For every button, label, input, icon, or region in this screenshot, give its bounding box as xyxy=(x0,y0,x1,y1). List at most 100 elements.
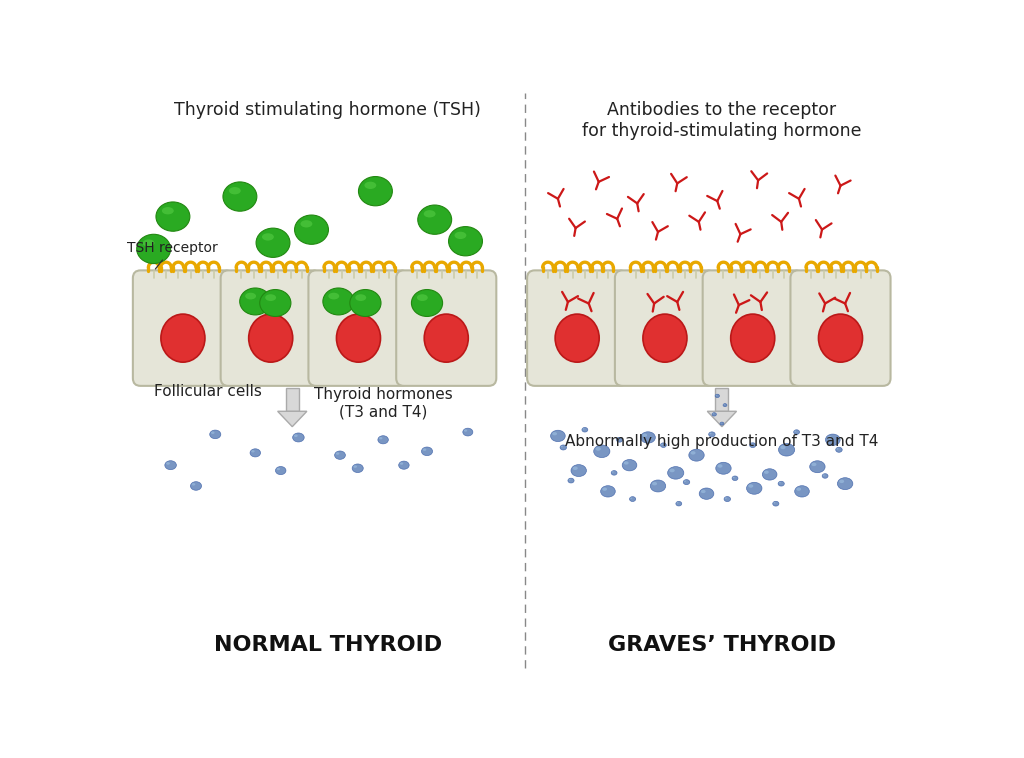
Ellipse shape xyxy=(156,202,189,231)
Ellipse shape xyxy=(623,459,637,471)
Ellipse shape xyxy=(641,432,655,443)
Ellipse shape xyxy=(715,394,720,397)
Ellipse shape xyxy=(463,428,473,436)
Ellipse shape xyxy=(779,482,781,484)
Ellipse shape xyxy=(718,464,723,468)
FancyBboxPatch shape xyxy=(527,271,628,386)
Ellipse shape xyxy=(350,290,381,316)
Ellipse shape xyxy=(352,464,364,472)
Ellipse shape xyxy=(624,462,629,465)
Ellipse shape xyxy=(161,314,205,362)
Ellipse shape xyxy=(716,462,731,475)
Ellipse shape xyxy=(142,240,155,247)
Ellipse shape xyxy=(418,205,452,234)
Ellipse shape xyxy=(684,481,686,482)
Ellipse shape xyxy=(795,486,809,497)
Ellipse shape xyxy=(724,496,730,502)
Ellipse shape xyxy=(750,443,756,447)
Ellipse shape xyxy=(449,227,482,256)
Ellipse shape xyxy=(166,462,170,465)
Ellipse shape xyxy=(211,431,215,434)
Ellipse shape xyxy=(660,443,667,447)
FancyBboxPatch shape xyxy=(308,271,409,386)
Ellipse shape xyxy=(617,438,620,440)
Text: Antibodies to the receptor
for thyroid-stimulating hormone: Antibodies to the receptor for thyroid-s… xyxy=(583,101,861,139)
FancyBboxPatch shape xyxy=(791,271,891,386)
Ellipse shape xyxy=(300,220,312,227)
Ellipse shape xyxy=(612,471,613,473)
Ellipse shape xyxy=(710,433,712,434)
Text: GRAVES’ THYROID: GRAVES’ THYROID xyxy=(608,635,836,656)
Ellipse shape xyxy=(732,476,738,481)
Ellipse shape xyxy=(733,477,734,478)
Ellipse shape xyxy=(596,447,601,451)
Ellipse shape xyxy=(337,314,381,362)
Ellipse shape xyxy=(725,497,727,499)
Ellipse shape xyxy=(423,449,426,451)
Ellipse shape xyxy=(650,480,666,492)
Ellipse shape xyxy=(353,465,357,468)
Ellipse shape xyxy=(555,314,599,362)
Ellipse shape xyxy=(210,430,221,439)
Ellipse shape xyxy=(712,412,717,416)
Ellipse shape xyxy=(568,479,570,481)
Ellipse shape xyxy=(749,484,754,487)
Ellipse shape xyxy=(778,481,784,486)
Ellipse shape xyxy=(398,461,410,469)
Ellipse shape xyxy=(552,432,557,435)
Ellipse shape xyxy=(571,465,587,477)
FancyBboxPatch shape xyxy=(614,271,715,386)
Ellipse shape xyxy=(250,449,260,457)
Ellipse shape xyxy=(137,234,171,264)
Ellipse shape xyxy=(335,451,345,459)
Polygon shape xyxy=(708,412,736,427)
Ellipse shape xyxy=(720,422,724,425)
Ellipse shape xyxy=(662,443,663,445)
Ellipse shape xyxy=(358,177,392,206)
Ellipse shape xyxy=(837,448,839,449)
Ellipse shape xyxy=(668,467,684,479)
Ellipse shape xyxy=(797,487,801,491)
Ellipse shape xyxy=(464,430,467,432)
Polygon shape xyxy=(286,388,299,412)
Ellipse shape xyxy=(723,403,727,406)
Ellipse shape xyxy=(260,290,291,316)
Ellipse shape xyxy=(240,288,271,315)
Ellipse shape xyxy=(568,478,574,483)
Ellipse shape xyxy=(265,294,276,301)
Ellipse shape xyxy=(690,451,695,455)
Ellipse shape xyxy=(256,228,290,258)
Ellipse shape xyxy=(746,482,762,494)
Ellipse shape xyxy=(677,502,679,503)
Text: Thyroid stimulating hormone (TSH): Thyroid stimulating hormone (TSH) xyxy=(174,101,481,119)
Ellipse shape xyxy=(262,233,273,240)
Ellipse shape xyxy=(611,471,617,475)
Ellipse shape xyxy=(700,490,706,493)
Text: Follicular cells: Follicular cells xyxy=(154,384,261,399)
Ellipse shape xyxy=(716,395,717,396)
Ellipse shape xyxy=(229,187,241,194)
Text: NORMAL THYROID: NORMAL THYROID xyxy=(214,635,441,656)
Ellipse shape xyxy=(293,433,304,442)
Ellipse shape xyxy=(601,486,615,497)
Ellipse shape xyxy=(630,497,632,499)
Ellipse shape xyxy=(751,443,753,445)
Ellipse shape xyxy=(825,434,840,446)
Ellipse shape xyxy=(365,182,376,189)
Ellipse shape xyxy=(424,210,435,218)
Ellipse shape xyxy=(839,480,844,483)
Ellipse shape xyxy=(162,207,174,215)
Ellipse shape xyxy=(355,294,367,301)
Ellipse shape xyxy=(794,430,800,434)
Ellipse shape xyxy=(818,314,862,362)
Ellipse shape xyxy=(773,501,779,506)
Ellipse shape xyxy=(275,466,286,475)
Ellipse shape xyxy=(713,413,714,414)
Ellipse shape xyxy=(165,461,176,470)
Ellipse shape xyxy=(276,468,280,470)
Text: Abnormally high production of T3 and T4: Abnormally high production of T3 and T4 xyxy=(565,434,879,449)
Ellipse shape xyxy=(822,474,828,478)
Ellipse shape xyxy=(773,502,775,503)
Ellipse shape xyxy=(583,428,585,430)
Polygon shape xyxy=(716,388,728,412)
